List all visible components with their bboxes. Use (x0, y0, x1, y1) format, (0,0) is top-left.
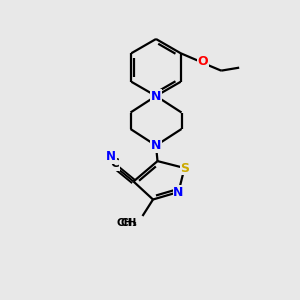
Text: C: C (110, 157, 119, 170)
Text: N: N (151, 139, 161, 152)
Text: CH₃: CH₃ (116, 218, 137, 228)
Text: CH: CH (121, 218, 137, 228)
Text: N: N (151, 89, 161, 103)
Text: O: O (197, 55, 208, 68)
Text: S: S (181, 161, 190, 175)
Text: N: N (173, 185, 184, 199)
Text: N: N (106, 150, 116, 163)
